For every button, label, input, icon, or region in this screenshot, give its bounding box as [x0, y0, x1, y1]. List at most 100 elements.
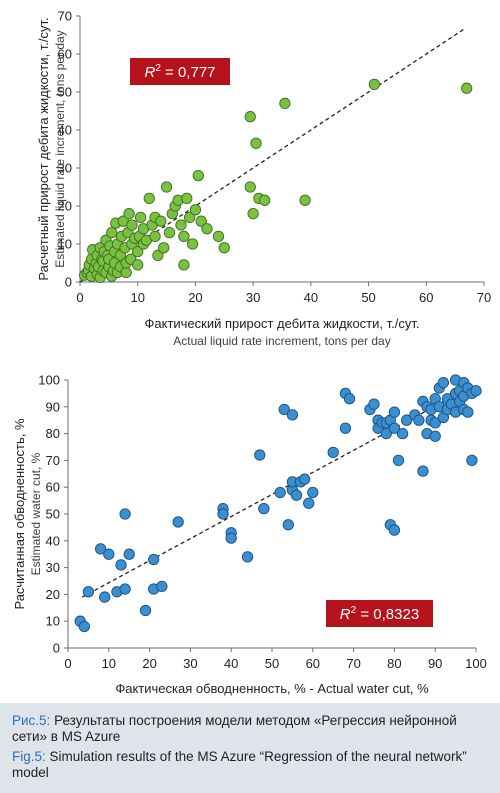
- data-point: [388, 524, 401, 536]
- data-point: [152, 249, 164, 262]
- data-point: [244, 181, 256, 193]
- data-point: [82, 586, 95, 598]
- data-point: [400, 414, 413, 426]
- data-point: [155, 215, 167, 227]
- data-point: [126, 219, 138, 231]
- r-squared-superscript: 2: [155, 63, 161, 74]
- x-tick-label: 50: [265, 656, 279, 671]
- caption-en-text: Simulation results of the MS Azure “Regr…: [12, 749, 467, 780]
- r-squared-value: = 0,777: [161, 64, 216, 81]
- data-point: [132, 245, 144, 258]
- caption-en-label: Fig.5:: [12, 749, 46, 764]
- data-point: [184, 211, 196, 224]
- x-tick-label: 60: [419, 290, 433, 305]
- data-point: [396, 427, 409, 440]
- y-tick-label: 10: [58, 237, 72, 252]
- data-point: [470, 385, 482, 397]
- data-point: [290, 489, 303, 501]
- r-squared-badge: R2 = 0,8323: [326, 600, 433, 627]
- data-point: [158, 242, 170, 254]
- data-point: [461, 82, 473, 94]
- data-point: [149, 230, 161, 243]
- y-tick-label: 70: [46, 453, 60, 468]
- data-point: [172, 516, 184, 528]
- data-point: [339, 422, 352, 434]
- data-point: [123, 207, 135, 220]
- y-tick-label: 30: [46, 560, 60, 575]
- data-point: [119, 508, 131, 520]
- data-point: [123, 548, 135, 560]
- data-point: [103, 548, 115, 560]
- data-point: [303, 497, 315, 509]
- x-tick-label: 70: [346, 656, 360, 671]
- x-axis-label: Фактическая обводненность, % - Actual wa…: [115, 681, 429, 696]
- data-point: [132, 259, 144, 271]
- data-point: [429, 430, 441, 442]
- caption-ru-label: Рис.5:: [12, 713, 51, 728]
- x-tick-label: 0: [76, 290, 83, 305]
- data-point: [388, 422, 401, 434]
- y-tick-label: 0: [65, 275, 72, 290]
- data-point: [225, 532, 237, 544]
- data-point: [175, 219, 187, 231]
- x-tick-label: 40: [224, 656, 238, 671]
- data-point: [429, 417, 441, 429]
- data-point: [413, 414, 425, 426]
- data-point: [258, 502, 270, 515]
- data-point: [160, 181, 173, 193]
- data-point: [218, 242, 230, 254]
- data-point: [247, 207, 259, 220]
- y-tick-label: 20: [46, 587, 60, 602]
- y-axis-label: Расчетный прирост дебита жидкости, т./су…: [36, 17, 51, 280]
- data-point: [368, 78, 380, 91]
- y-tick-label: 20: [58, 199, 72, 214]
- data-point: [192, 169, 204, 182]
- y-tick-label: 50: [46, 507, 60, 522]
- data-point: [178, 259, 190, 271]
- y-tick-label: 0: [53, 641, 60, 656]
- y-tick-label: 60: [58, 47, 72, 62]
- data-point: [298, 473, 311, 485]
- r-squared-badge-bg: [326, 600, 433, 627]
- data-point: [437, 377, 450, 389]
- caption-ru-text: Результаты построения модели методом «Ре…: [12, 713, 457, 744]
- r-squared-symbol: R: [340, 606, 351, 623]
- y-axis-label-en: Estimated liquid rate increment, tons pe…: [53, 30, 67, 267]
- y-tick-label: 90: [46, 399, 60, 414]
- data-point: [94, 543, 107, 555]
- y-tick-label: 80: [46, 426, 60, 441]
- figure-caption: Рис.5: Результаты построения модели мето…: [0, 703, 500, 793]
- data-point: [78, 620, 90, 633]
- y-tick-label: 40: [58, 123, 72, 138]
- x-tick-label: 90: [428, 656, 442, 671]
- chart-water-cut: 0 10 20 30 40 50 60 70 80 90 100 0 10 20 30 40 50 60 70 80 9…: [0, 360, 500, 700]
- data-point: [392, 454, 405, 467]
- data-point: [278, 403, 290, 416]
- data-point: [212, 230, 225, 243]
- y-tick-label: 60: [46, 480, 60, 495]
- data-point: [134, 211, 147, 224]
- data-point: [466, 454, 478, 467]
- r-squared-value: = 0,8323: [356, 606, 419, 623]
- data-point: [106, 226, 118, 239]
- r-squared-symbol: R: [144, 64, 155, 81]
- y-tick-label: 70: [58, 9, 72, 24]
- data-point: [343, 393, 356, 405]
- y-axis-label: Расчитанная обводненность, %: [12, 418, 27, 610]
- data-point: [139, 604, 152, 617]
- caption-ru: Рис.5: Результаты построения модели мето…: [12, 713, 488, 745]
- chart-liquid-rate: 0 10 20 30 40 50 60 70 0 10 20 30 40 50 60 70 Фактически…: [0, 0, 500, 360]
- r-squared-badge-bg: [130, 58, 230, 85]
- data-point: [259, 194, 271, 206]
- x-tick-label: 50: [361, 290, 375, 305]
- data-point: [250, 137, 262, 149]
- data-point: [279, 97, 291, 110]
- x-tick-label: 80: [387, 656, 401, 671]
- r-squared-text: R2 = 0,8323: [340, 605, 419, 623]
- data-point: [148, 553, 160, 566]
- r-squared-text: R2 = 0,777: [144, 63, 215, 81]
- data-point: [189, 204, 202, 216]
- x-tick-label: 30: [183, 656, 197, 671]
- x-tick-label: 10: [102, 656, 116, 671]
- data-point: [120, 266, 132, 279]
